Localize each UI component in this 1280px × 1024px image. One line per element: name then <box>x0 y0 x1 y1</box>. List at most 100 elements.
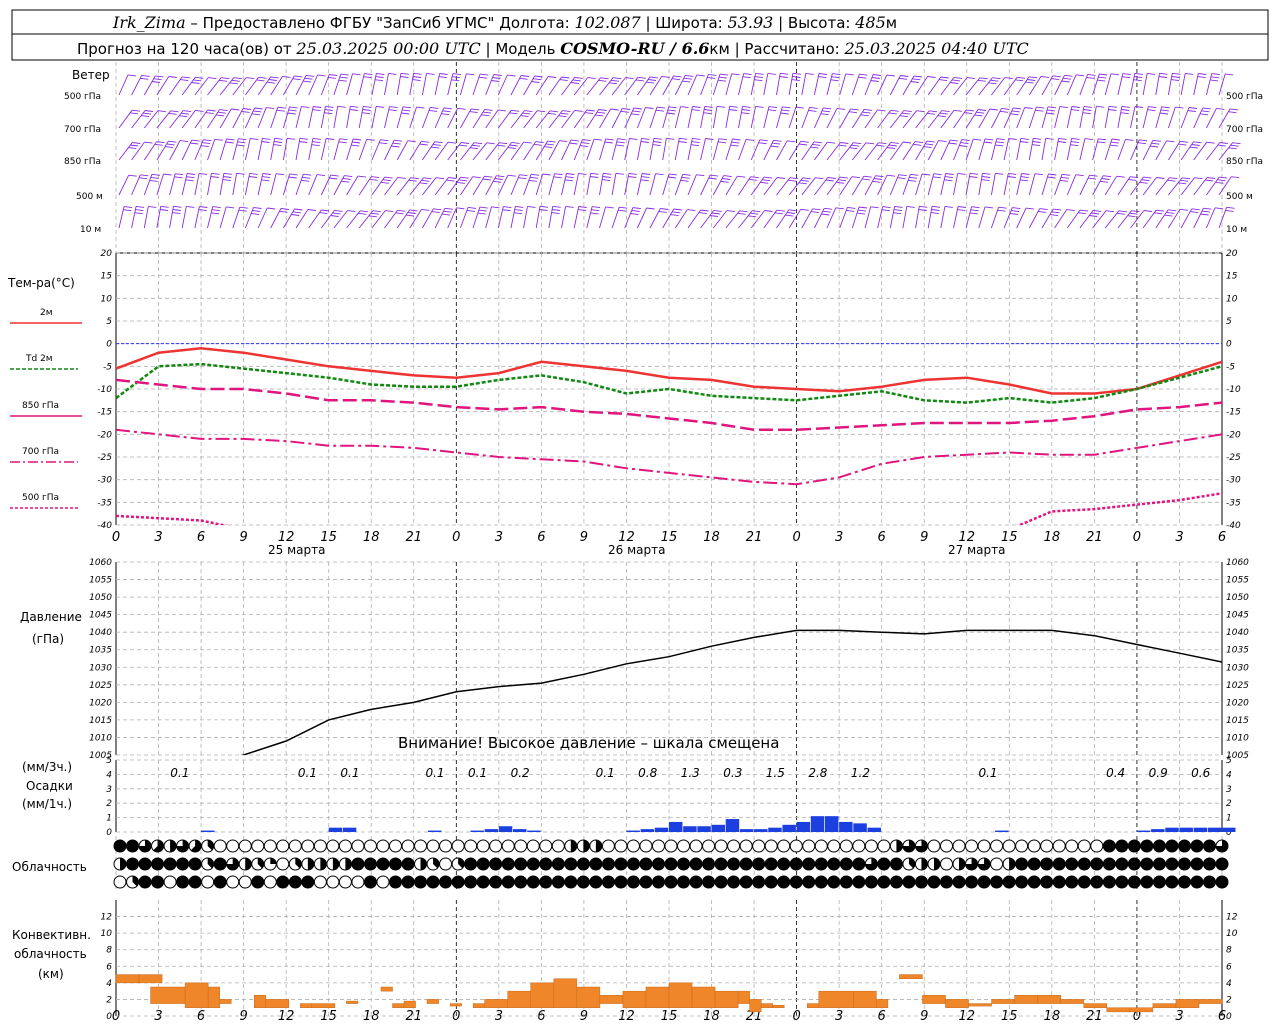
precip-bar <box>1207 827 1222 832</box>
wind-barb <box>814 177 836 196</box>
cloud-fill-full <box>1115 840 1128 852</box>
wind-barb <box>725 210 748 229</box>
cloud-symbol <box>1090 839 1104 853</box>
wind-barb <box>1104 105 1118 129</box>
cloud-fill-full <box>1153 858 1166 870</box>
wind-barb <box>118 109 141 129</box>
header-row-2 <box>11 33 1269 61</box>
wind-barb <box>1003 107 1022 129</box>
x-tick-label: 6 <box>1218 530 1226 545</box>
wind-barb <box>1028 137 1042 161</box>
cloud-fill-full <box>1203 876 1216 888</box>
wind-barb <box>143 205 157 229</box>
cloud-fill-full <box>827 858 840 870</box>
wind-barb <box>1041 208 1062 229</box>
wind-barb <box>826 73 841 96</box>
pressure-ytick-left: 1035 <box>89 646 112 656</box>
wind-barb <box>219 77 242 96</box>
wind-barb <box>1003 138 1017 161</box>
pressure-ytick-left: 1030 <box>89 663 112 673</box>
wind-barb <box>687 74 705 96</box>
wind-barb <box>257 137 271 161</box>
precip-3h-unit: (мм/3ч.) <box>22 760 72 774</box>
pressure-ytick-right: 1055 <box>1226 576 1249 586</box>
precip-bar <box>626 830 640 832</box>
precip-bar <box>342 827 357 832</box>
wind-barb <box>1205 73 1220 96</box>
wind-barb <box>472 142 495 161</box>
cloud-fill-full <box>827 876 840 888</box>
conv-bar <box>426 999 439 1004</box>
x-tick-label: 0 <box>1133 530 1141 545</box>
cloud-fill-full <box>1165 840 1178 852</box>
cloud-fill-full <box>1003 876 1016 888</box>
wind-barb <box>776 140 796 161</box>
wind-barb <box>611 138 626 161</box>
wind-barb <box>1066 137 1080 161</box>
x-tick-label: 6 <box>537 530 545 545</box>
wind-barb <box>535 173 551 196</box>
wind-barb <box>687 209 709 229</box>
cloud-fill-full <box>1190 876 1203 888</box>
precip-bar <box>824 816 839 832</box>
wind-barb <box>1003 172 1017 196</box>
cloud-fill-full <box>1178 840 1191 852</box>
wind-barb <box>1016 107 1033 129</box>
conv-bar <box>853 990 877 1008</box>
x-tick-label: 0 <box>112 1009 120 1024</box>
wind-barb <box>320 138 335 161</box>
x-tick-label: 9 <box>239 530 247 545</box>
conv-ytick-left: 10 <box>101 929 113 939</box>
cloud-symbol <box>764 839 778 853</box>
cloud-fill-part <box>226 858 239 870</box>
precip-3h-label: 0.1 <box>596 766 615 780</box>
wind-barb <box>662 208 682 229</box>
x-tick-label: 18 <box>1044 530 1061 545</box>
wind-barb <box>915 76 936 96</box>
precip-ytick-right: 0 <box>1226 828 1232 838</box>
wind-barb <box>156 140 177 161</box>
x-tick-label: 0 <box>1133 1009 1141 1024</box>
pressure-ytick-left: 1050 <box>89 593 112 603</box>
wind-barb <box>1180 177 1203 196</box>
cloud-symbol <box>789 839 803 853</box>
wind-barb <box>940 76 963 96</box>
cloud-fill-full <box>527 876 540 888</box>
wind-barb <box>207 77 230 96</box>
wind-barb <box>1168 177 1191 196</box>
wind-barb <box>889 141 912 161</box>
wind-barb <box>851 206 868 229</box>
wind-barb <box>990 206 1007 229</box>
wind-barb <box>864 74 882 96</box>
pressure-ytick-right: 1030 <box>1226 663 1249 673</box>
wind-barb <box>434 107 452 129</box>
wind-barb <box>1054 74 1073 96</box>
cloud-fill-full <box>652 858 665 870</box>
cloud-fill-full <box>514 876 527 888</box>
wind-barb <box>1066 209 1089 229</box>
cloud-fill-part <box>933 857 940 870</box>
x-tick-label: 15 <box>1001 530 1018 545</box>
precip-ytick-right: 2 <box>1226 799 1232 809</box>
cloud-fill-full <box>1153 876 1166 888</box>
wind-barb <box>674 173 691 196</box>
wind-barb <box>902 75 923 96</box>
wind-barb <box>283 208 303 229</box>
wind-barb <box>1142 139 1161 161</box>
cloud-symbol <box>163 875 177 889</box>
wind-barb <box>131 110 154 129</box>
wind-barb <box>763 72 776 96</box>
cloud-fill-full <box>1015 858 1028 870</box>
wind-barb <box>1117 176 1139 196</box>
wind-barb <box>902 141 924 161</box>
cloud-symbol <box>313 839 327 853</box>
cloud-symbol <box>990 857 1004 871</box>
conv-title-2: облачность <box>14 947 87 961</box>
wind-barb <box>801 72 814 96</box>
precip-ytick-left: 4 <box>106 770 112 780</box>
pressure-ytick-right: 1015 <box>1226 716 1249 726</box>
cloud-fill-full <box>614 876 627 888</box>
cloud-fill-part <box>170 840 177 852</box>
wind-barb <box>244 138 259 161</box>
wind-barb <box>1028 106 1045 129</box>
